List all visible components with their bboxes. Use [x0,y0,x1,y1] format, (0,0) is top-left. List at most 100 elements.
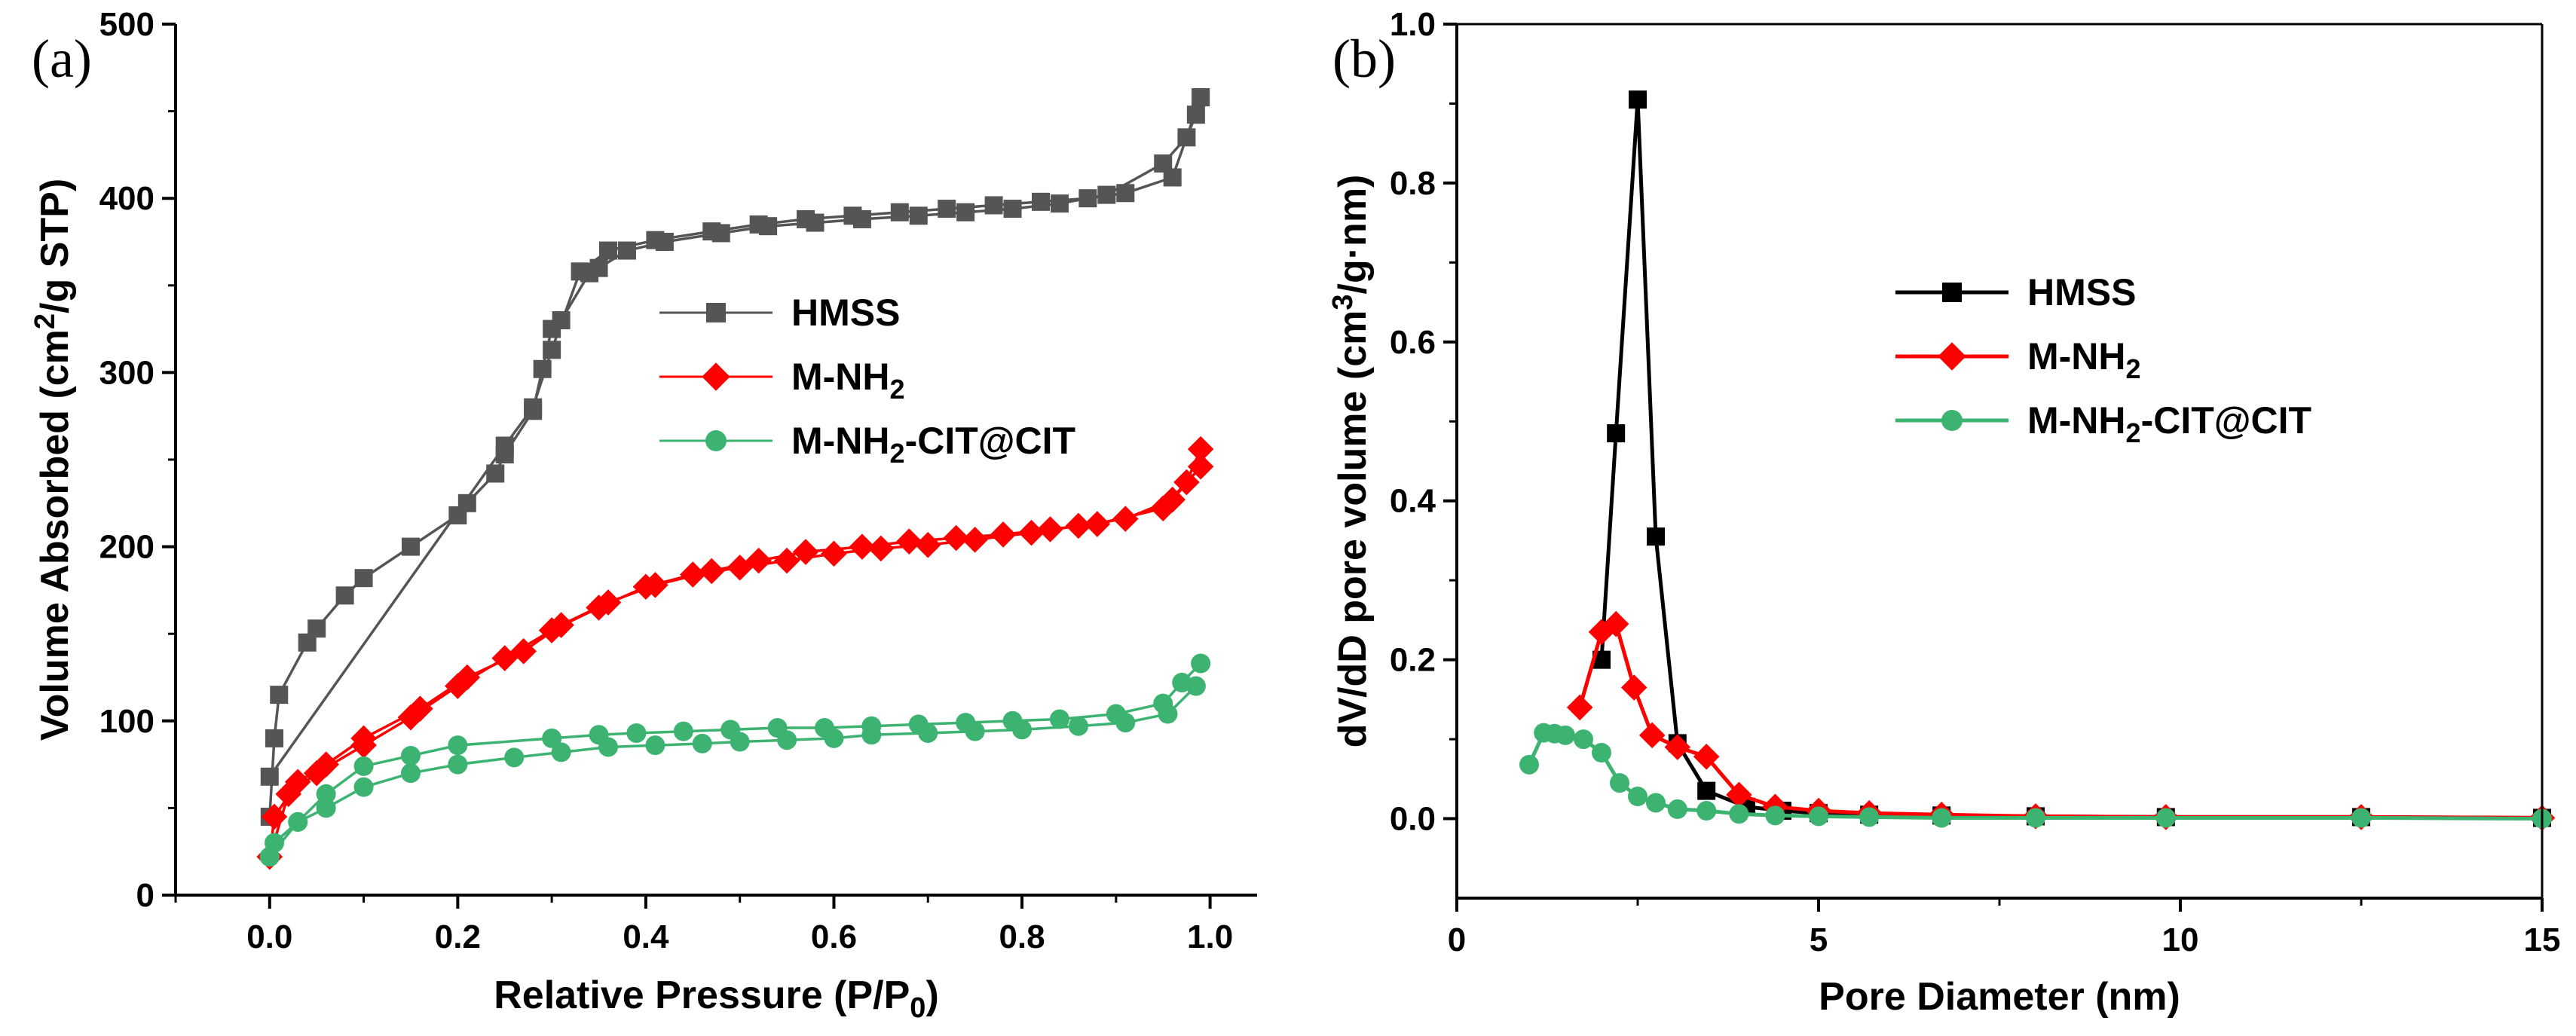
legend-marker [1938,342,1966,371]
data-point [1726,781,1752,808]
x-axis-title-text: Pore Diameter (nm) [1819,975,2180,1019]
data-point [1186,676,1206,696]
series-2 [1519,723,2552,829]
data-point [552,311,571,330]
data-point [673,721,693,741]
data-point [586,594,612,621]
data-point [680,561,706,588]
data-point [1932,808,1952,828]
legend-label-text: HMSS [791,292,900,334]
y-axis-title: dV/dD pore volume (cm3/g·nm) [1327,175,1375,748]
data-point [1602,610,1629,637]
x-tick-label: 0.4 [623,918,669,955]
data-point [1809,806,1828,827]
data-point [1519,754,1539,775]
x-tick-label: 0.2 [435,918,481,955]
y-axis-title-text: Volume Absorbed (cm [33,329,77,741]
y-tick-label: 500 [99,6,154,43]
data-point [1018,519,1045,546]
data-point [909,206,928,225]
legend-marker [1941,410,1963,431]
y-tick-label: 300 [99,354,154,391]
data-point [990,521,1017,548]
data-point [1629,90,1647,109]
data-point [1192,88,1210,107]
legend-label-subscript: 2 [890,374,905,405]
data-point [1078,189,1097,208]
data-point [1588,619,1615,646]
data-point [645,735,665,756]
data-point [1607,424,1626,443]
series-line [268,448,1202,857]
data-point [956,203,975,222]
data-point [353,756,374,776]
data-point [316,784,336,804]
data-point [1037,516,1063,542]
legend-marker [705,430,727,451]
data-point [1065,512,1092,539]
x-tick-label: 5 [1810,921,1828,958]
legend-label-subscript: 2 [2126,417,2141,448]
data-point [1574,729,1593,750]
x-tick-label: 0.8 [999,918,1045,955]
data-point [350,732,377,759]
data-point [1187,435,1214,463]
series-line [268,685,1198,858]
y-tick-label: 0.4 [1390,483,1436,520]
data-point [307,619,326,638]
data-point [335,586,354,605]
legend-label: HMSS [791,292,900,334]
legend-label-end: -CIT@CIT [905,420,1076,462]
data-point [275,781,302,808]
data-point [261,803,288,830]
data-point [1765,805,1785,826]
legend-label-subscript: 2 [2126,353,2141,384]
data-point [1556,725,1575,745]
data-point [1191,653,1211,674]
data-point [730,732,750,752]
data-point [313,751,339,778]
x-tick-label: 10 [2162,921,2199,958]
data-point [626,723,647,743]
x-tick-label: 0.0 [246,918,292,955]
data-point [1186,105,1205,124]
legend-label: M-NH2​ [2027,335,2141,384]
data-point [943,524,969,552]
data-point [353,777,374,797]
data-point [867,535,895,562]
data-point [1159,486,1186,513]
data-point [773,547,800,574]
data-point [1664,734,1691,760]
data-point [316,798,336,818]
y-tick-label: 1.0 [1390,6,1436,43]
data-point [457,494,476,512]
y-axis-title-superscript: 3 [1327,294,1359,310]
data-point [259,847,280,867]
chart-panel-b: 0 5 10 15 0.0 0.2 0.4 0.6 0.8 1.0 Pore Diameter (n… [1327,6,2560,1019]
data-point [1566,694,1593,721]
y-tick-label: 0.2 [1390,642,1436,679]
data-point [1187,453,1214,480]
data-point [984,196,1003,215]
series-0 [1592,90,2551,827]
data-point [542,728,562,748]
data-point [1012,720,1033,740]
data-point [849,533,876,560]
x-axis-title-text: Relative Pressure (P/P [494,973,910,1017]
data-point [551,742,571,762]
y-tick-label: 100 [99,703,154,740]
data-point [843,206,862,225]
data-point [1667,799,1687,819]
data-point [1032,192,1050,211]
data-point [504,747,525,768]
y-axis-title-end: /g·nm) [1331,175,1375,295]
data-point [1647,527,1665,546]
y-tick-label: 0.8 [1390,165,1436,202]
data-point [692,733,712,753]
legend-label-text: M-NH [791,356,890,398]
data-point [890,203,909,222]
data-point [400,746,421,766]
legend-label-subscript: 2 [890,438,905,469]
data-point [265,729,284,747]
